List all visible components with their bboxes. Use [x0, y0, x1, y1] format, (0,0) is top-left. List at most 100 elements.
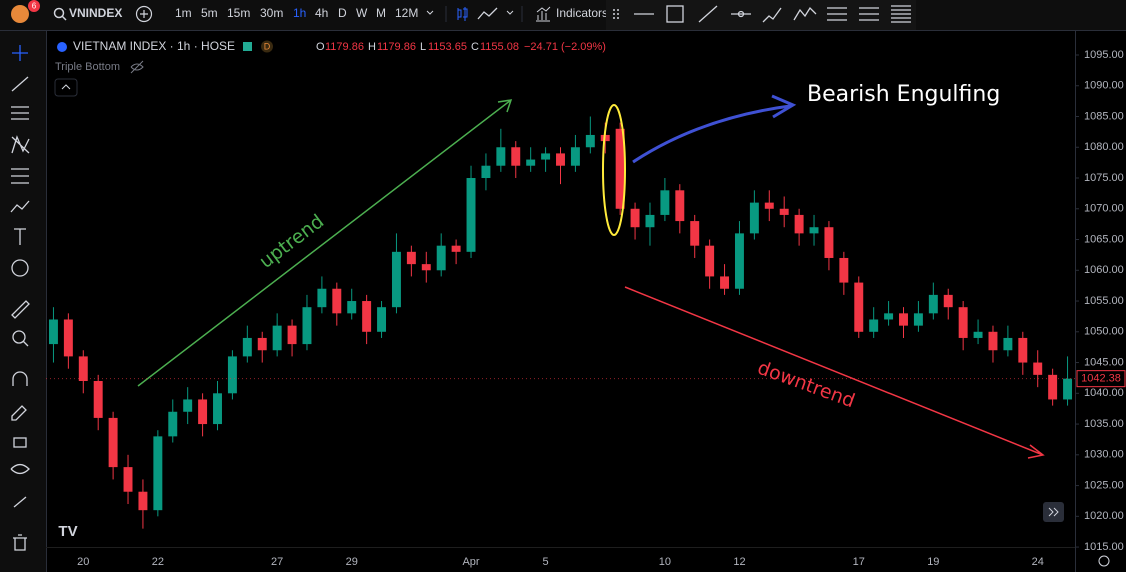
compare-button[interactable]	[135, 5, 153, 23]
ohlc-change: −24.71 (−2.09%)	[524, 41, 606, 53]
interval[interactable]: W	[356, 6, 368, 20]
tool-trash[interactable]	[13, 534, 27, 551]
collapse-button[interactable]	[54, 78, 78, 97]
tool-fib[interactable]	[827, 7, 847, 21]
ohlc-value: 1155.08	[480, 41, 519, 53]
ohlc-label: O	[316, 41, 325, 53]
candle-body	[1063, 378, 1073, 400]
candle-body	[973, 331, 983, 338]
candle-body	[645, 214, 655, 228]
candle-body	[481, 165, 491, 179]
candle-body	[227, 356, 237, 394]
tool-zoom[interactable]	[12, 330, 26, 344]
candle-body	[198, 399, 208, 425]
candle-body	[391, 251, 401, 308]
candle-body	[869, 319, 879, 332]
drag-handle[interactable]	[613, 9, 619, 19]
y-tick-label: 1095.00	[1084, 49, 1124, 61]
candle-body	[183, 399, 193, 412]
tool-lock[interactable]	[13, 437, 27, 448]
candle-body	[153, 436, 163, 511]
candle-body	[690, 221, 700, 246]
tool-forecast[interactable]	[10, 200, 30, 213]
tool-link[interactable]	[13, 496, 27, 508]
candle-body	[108, 417, 118, 468]
ohlc-label: C	[471, 41, 479, 53]
indicators-icon[interactable]	[536, 6, 551, 22]
candle-body	[48, 319, 58, 345]
interval[interactable]: M	[376, 6, 386, 20]
candle-body	[720, 276, 730, 289]
y-tick-label: 1075.00	[1084, 172, 1124, 184]
interval[interactable]: 5m	[201, 6, 218, 20]
tool-magnet[interactable]	[12, 371, 28, 386]
settings-button[interactable]	[1098, 555, 1110, 567]
tool-path[interactable]	[762, 7, 782, 23]
highlight-ellipse	[602, 104, 626, 236]
dropdown-icon[interactable]	[506, 10, 514, 15]
interval[interactable]: 30m	[260, 6, 283, 20]
interval[interactable]: 1m	[175, 6, 192, 20]
tool-trendline[interactable]	[698, 5, 718, 23]
candle-body	[242, 337, 252, 357]
tool-gann[interactable]	[891, 5, 911, 23]
interval[interactable]: 15m	[227, 6, 250, 20]
candle-body	[213, 393, 222, 425]
hide-icon[interactable]	[130, 60, 144, 74]
tool-ruler[interactable]	[11, 300, 30, 319]
candle-body	[541, 153, 551, 160]
tool-wave[interactable]	[793, 6, 817, 21]
x-tick-label: 19	[927, 556, 939, 568]
symbol[interactable]: VNINDEX	[69, 6, 122, 20]
candle-body	[287, 325, 297, 345]
tool-text[interactable]	[14, 228, 26, 245]
y-tick-label: 1070.00	[1084, 203, 1124, 215]
tv-logo: TV	[58, 523, 77, 540]
tool-fib[interactable]	[11, 168, 29, 184]
y-tick-label: 1050.00	[1084, 326, 1124, 338]
candle-body	[988, 331, 998, 351]
candle-body	[839, 257, 849, 283]
tool-eye[interactable]	[10, 463, 30, 475]
dropdown-icon[interactable]	[426, 10, 434, 15]
tool-lock-draw[interactable]	[11, 405, 27, 421]
tool-ray	[737, 10, 745, 18]
tool-levels[interactable]	[859, 7, 879, 21]
candle-body	[794, 214, 804, 234]
tool-pattern[interactable]	[11, 135, 30, 154]
uptrend-line	[137, 99, 513, 387]
left-toolbar	[0, 31, 46, 572]
interval-active[interactable]: 1h	[293, 6, 306, 20]
candle-body	[317, 288, 327, 308]
tool-rect[interactable]	[666, 5, 684, 23]
y-tick-label: 1040.00	[1084, 387, 1124, 399]
last-price-label: 1042.38	[1081, 373, 1121, 385]
tool-cursor[interactable]	[12, 45, 28, 61]
candle-body	[1048, 374, 1058, 400]
tool-emoji[interactable]	[11, 259, 29, 277]
candle-body	[824, 227, 834, 258]
candle-body	[78, 356, 88, 382]
tool-line[interactable]	[11, 76, 29, 92]
chart-type-icon[interactable]	[457, 7, 468, 21]
line-icon[interactable]	[477, 7, 498, 20]
y-tick-label: 1015.00	[1084, 541, 1124, 553]
interval[interactable]: D	[338, 6, 347, 20]
annotation: Bearish Engulfing	[807, 82, 1000, 107]
interval[interactable]: 4h	[315, 6, 328, 20]
candle-body	[779, 208, 789, 215]
tool-channel[interactable]	[11, 106, 29, 120]
top-bar	[0, 0, 1126, 30]
last-price-box	[1076, 370, 1126, 388]
candle-body	[734, 233, 744, 289]
candle-body	[451, 245, 461, 252]
x-tick-label: 24	[1032, 556, 1044, 568]
y-tick-label: 1080.00	[1084, 141, 1124, 153]
search-icon[interactable]	[53, 7, 65, 19]
indicators-button[interactable]: Indicators	[556, 6, 608, 20]
x-tick-label: 29	[346, 556, 358, 568]
interval[interactable]: 12M	[395, 6, 418, 20]
y-tick-label: 1045.00	[1084, 356, 1124, 368]
avatar[interactable]	[11, 5, 29, 23]
